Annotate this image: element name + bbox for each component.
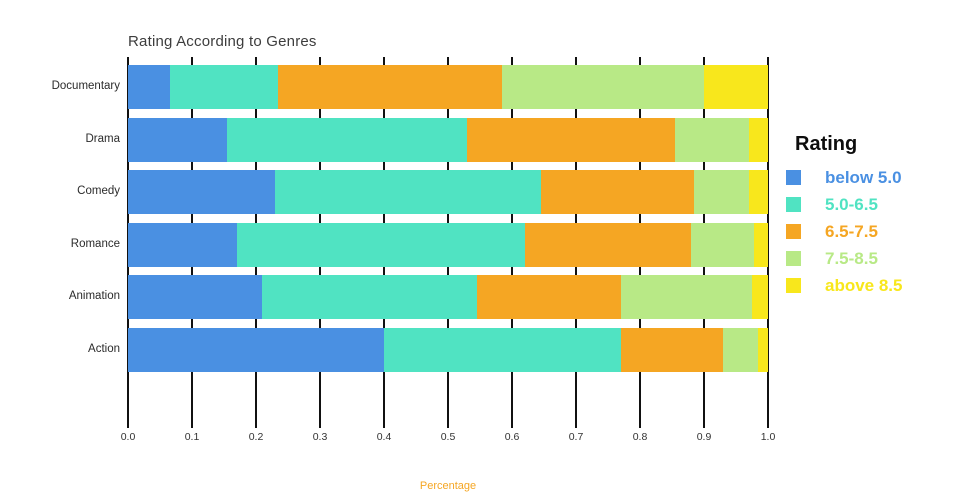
x-tick-label: 0.0 bbox=[120, 431, 136, 443]
y-axis-label: Comedy bbox=[77, 185, 120, 198]
x-tick-label: 0.6 bbox=[504, 431, 520, 443]
x-tick-label: 0.3 bbox=[312, 431, 328, 443]
bar-segment bbox=[128, 65, 170, 109]
bar-segment bbox=[540, 170, 695, 215]
x-tick-label: 0.4 bbox=[376, 431, 392, 443]
y-axis-label: Drama bbox=[85, 132, 120, 145]
bar-segment bbox=[620, 328, 724, 372]
x-tick-label: 0.2 bbox=[248, 431, 264, 443]
bar-segment bbox=[128, 275, 263, 320]
bar-segment bbox=[753, 222, 768, 267]
x-tick-label: 0.9 bbox=[696, 431, 712, 443]
legend-items: below 5.0 5.0-6.5 6.5-7.5 7.5-8.5 above 8.5 bbox=[786, 164, 958, 299]
bar-segment bbox=[703, 65, 768, 109]
legend-label: 7.5-8.5 bbox=[825, 248, 878, 268]
legend-swatch-icon bbox=[786, 170, 801, 185]
bar-row bbox=[128, 275, 768, 320]
bar-segment bbox=[524, 222, 692, 267]
legend-item[interactable]: below 5.0 bbox=[786, 164, 958, 191]
y-axis-label: Animation bbox=[68, 290, 120, 303]
bar-row bbox=[128, 222, 768, 267]
bar-segment bbox=[758, 328, 768, 372]
legend-title: Rating bbox=[795, 133, 858, 155]
bar-segment bbox=[691, 222, 754, 267]
legend-label: 6.5-7.5 bbox=[825, 221, 878, 241]
chart-title: Rating According to Genres bbox=[128, 33, 317, 50]
bar-segment bbox=[262, 275, 477, 320]
bar-row bbox=[128, 65, 768, 109]
bar-segment bbox=[620, 275, 752, 320]
legend-swatch-icon bbox=[786, 224, 801, 239]
bar-segment bbox=[128, 117, 228, 162]
bar-segment bbox=[275, 170, 541, 215]
bar-segment bbox=[128, 328, 384, 372]
legend: Rating below 5.0 5.0-6.5 6.5-7.5 7.5-8.5 abo… bbox=[786, 133, 958, 299]
bar-segment bbox=[128, 222, 237, 267]
x-tick-label: 0.8 bbox=[632, 431, 648, 443]
x-tick-label: 1.0 bbox=[760, 431, 776, 443]
bar-segment bbox=[748, 117, 768, 162]
bar-segment bbox=[694, 170, 749, 215]
bar-segment bbox=[169, 65, 279, 109]
bar-segment bbox=[236, 222, 525, 267]
y-axis-label: Documentary bbox=[51, 80, 120, 92]
bar-segment bbox=[227, 117, 468, 162]
bar-segment bbox=[748, 170, 768, 215]
bar-segment bbox=[476, 275, 621, 320]
legend-item[interactable]: above 8.5 bbox=[786, 272, 958, 299]
y-axis-label: Romance bbox=[70, 237, 120, 250]
legend-swatch-icon bbox=[786, 251, 801, 266]
legend-label: below 5.0 bbox=[825, 167, 902, 187]
y-axis-label: Action bbox=[88, 343, 120, 355]
legend-item[interactable]: 5.0-6.5 bbox=[786, 191, 958, 218]
bar-row bbox=[128, 117, 768, 162]
bar-row bbox=[128, 328, 768, 372]
bar-row bbox=[128, 170, 768, 215]
bar-segment bbox=[675, 117, 749, 162]
x-tick-label: 0.5 bbox=[440, 431, 456, 443]
plot-area bbox=[127, 57, 769, 428]
legend-swatch-icon bbox=[786, 197, 801, 212]
bar-segment bbox=[723, 328, 759, 372]
legend-label: 5.0-6.5 bbox=[825, 194, 878, 214]
bar-segment bbox=[128, 170, 276, 215]
bar-segment bbox=[467, 117, 676, 162]
bar-segment bbox=[278, 65, 503, 109]
legend-item[interactable]: 7.5-8.5 bbox=[786, 245, 958, 272]
bar-segment bbox=[751, 275, 768, 320]
legend-label: above 8.5 bbox=[825, 275, 903, 295]
bar-segment bbox=[384, 328, 621, 372]
x-axis-label: Percentage bbox=[419, 480, 477, 492]
x-tick-label: 0.1 bbox=[184, 431, 200, 443]
bar-segment bbox=[502, 65, 704, 109]
legend-item[interactable]: 6.5-7.5 bbox=[786, 218, 958, 245]
gridline bbox=[767, 57, 769, 428]
legend-swatch-icon bbox=[786, 278, 801, 293]
x-tick-label: 0.7 bbox=[568, 431, 584, 443]
